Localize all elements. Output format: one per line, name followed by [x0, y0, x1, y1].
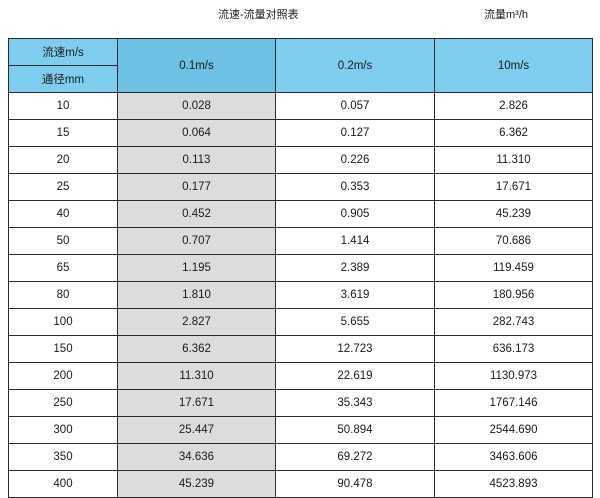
cell-flow-value-1: 0.353: [275, 173, 435, 201]
cell-nominal-diameter: 80: [8, 281, 118, 309]
table-row: 350 34.636 69.272 3463.606: [8, 443, 593, 471]
cell-flow-value-2: 11.310: [434, 146, 593, 174]
cell-flow-value-2: 70.686: [434, 227, 593, 255]
cell-nominal-diameter: 65: [8, 254, 118, 282]
cell-flow-value-1: 69.272: [275, 443, 435, 471]
cell-flow-value-2: 636.173: [434, 335, 593, 363]
table-row: 40 0.452 0.905 45.239: [8, 200, 593, 228]
cell-flow-value-1: 50.894: [275, 416, 435, 444]
cell-nominal-diameter: 15: [8, 119, 118, 147]
cell-flow-value-1: 0.905: [275, 200, 435, 228]
cell-flow-value-0: 25.447: [117, 416, 276, 444]
cell-flow-value-2: 6.362: [434, 119, 593, 147]
table-row: 400 45.239 90.478 4523.893: [8, 470, 593, 498]
cell-flow-value-2: 2.826: [434, 92, 593, 120]
cell-flow-value-1: 22.619: [275, 362, 435, 390]
cell-nominal-diameter: 250: [8, 389, 118, 417]
table-row: 250 17.671 35.343 1767.146: [8, 389, 593, 417]
cell-flow-value-2: 2544.690: [434, 416, 593, 444]
cell-nominal-diameter: 100: [8, 308, 118, 336]
column-header-2: 10m/s: [434, 38, 593, 93]
table-row: 20 0.113 0.226 11.310: [8, 146, 593, 174]
cell-nominal-diameter: 20: [8, 146, 118, 174]
cell-nominal-diameter: 40: [8, 200, 118, 228]
cell-flow-value-1: 0.057: [275, 92, 435, 120]
cell-flow-value-1: 90.478: [275, 470, 435, 498]
cell-flow-value-2: 119.459: [434, 254, 593, 282]
cell-flow-value-2: 45.239: [434, 200, 593, 228]
corner-header-diameter-label: 通径mm: [8, 65, 118, 93]
cell-flow-value-1: 3.619: [275, 281, 435, 309]
cell-nominal-diameter: 400: [8, 470, 118, 498]
column-header-0: 0.1m/s: [117, 38, 276, 93]
cell-flow-value-0: 0.707: [117, 227, 276, 255]
column-header-1: 0.2m/s: [275, 38, 435, 93]
header-row-bottom: 通径mm: [8, 65, 593, 93]
cell-flow-value-2: 282.743: [434, 308, 593, 336]
flow-unit-caption: 流量m³/h: [484, 9, 528, 21]
table-row: 100 2.827 5.655 282.743: [8, 308, 593, 336]
cell-flow-value-2: 1767.146: [434, 389, 593, 417]
cell-flow-value-1: 1.414: [275, 227, 435, 255]
table-row: 200 11.310 22.619 1130.973: [8, 362, 593, 390]
cell-flow-value-0: 6.362: [117, 335, 276, 363]
cell-flow-value-2: 17.671: [434, 173, 593, 201]
table-row: 80 1.810 3.619 180.956: [8, 281, 593, 309]
table-row: 10 0.028 0.057 2.826: [8, 92, 593, 120]
header-row-top: 流速m/s 0.1m/s 0.2m/s 10m/s: [8, 38, 593, 93]
table-row: 15 0.064 0.127 6.362: [8, 119, 593, 147]
cell-flow-value-1: 0.226: [275, 146, 435, 174]
flow-velocity-table: 流速m/s 0.1m/s 0.2m/s 10m/s 通径mm 10 0.028 0.…: [8, 38, 593, 498]
cell-flow-value-0: 0.113: [117, 146, 276, 174]
cell-flow-value-0: 1.195: [117, 254, 276, 282]
cell-flow-value-0: 11.310: [117, 362, 276, 390]
cell-flow-value-1: 5.655: [275, 308, 435, 336]
flow-velocity-table-wrapper: 流速m/s 0.1m/s 0.2m/s 10m/s 通径mm 10 0.028 0.…: [8, 38, 593, 498]
table-row: 50 0.707 1.414 70.686: [8, 227, 593, 255]
cell-flow-value-2: 1130.973: [434, 362, 593, 390]
cell-flow-value-1: 12.723: [275, 335, 435, 363]
cell-flow-value-0: 0.177: [117, 173, 276, 201]
table-body: 流速m/s 0.1m/s 0.2m/s 10m/s 通径mm 10 0.028 0.…: [8, 38, 593, 498]
cell-nominal-diameter: 25: [8, 173, 118, 201]
cell-flow-value-2: 3463.606: [434, 443, 593, 471]
cell-nominal-diameter: 300: [8, 416, 118, 444]
cell-flow-value-2: 180.956: [434, 281, 593, 309]
cell-flow-value-0: 34.636: [117, 443, 276, 471]
cell-flow-value-0: 0.452: [117, 200, 276, 228]
cell-flow-value-2: 4523.893: [434, 470, 593, 498]
cell-nominal-diameter: 10: [8, 92, 118, 120]
cell-flow-value-0: 0.028: [117, 92, 276, 120]
cell-flow-value-1: 2.389: [275, 254, 435, 282]
cell-nominal-diameter: 350: [8, 443, 118, 471]
cell-flow-value-0: 0.064: [117, 119, 276, 147]
cell-nominal-diameter: 200: [8, 362, 118, 390]
cell-flow-value-0: 45.239: [117, 470, 276, 498]
chart-title-caption: 流速-流量对照表: [218, 9, 299, 21]
cell-flow-value-0: 17.671: [117, 389, 276, 417]
table-row: 25 0.177 0.353 17.671: [8, 173, 593, 201]
cell-flow-value-0: 2.827: [117, 308, 276, 336]
cell-flow-value-1: 35.343: [275, 389, 435, 417]
table-row: 300 25.447 50.894 2544.690: [8, 416, 593, 444]
cell-flow-value-0: 1.810: [117, 281, 276, 309]
table-row: 150 6.362 12.723 636.173: [8, 335, 593, 363]
cell-flow-value-1: 0.127: [275, 119, 435, 147]
cell-nominal-diameter: 50: [8, 227, 118, 255]
caption-strip: 流速-流量对照表 流量m³/h: [0, 0, 600, 38]
corner-header-velocity-label: 流速m/s: [8, 38, 118, 66]
table-row: 65 1.195 2.389 119.459: [8, 254, 593, 282]
cell-nominal-diameter: 150: [8, 335, 118, 363]
